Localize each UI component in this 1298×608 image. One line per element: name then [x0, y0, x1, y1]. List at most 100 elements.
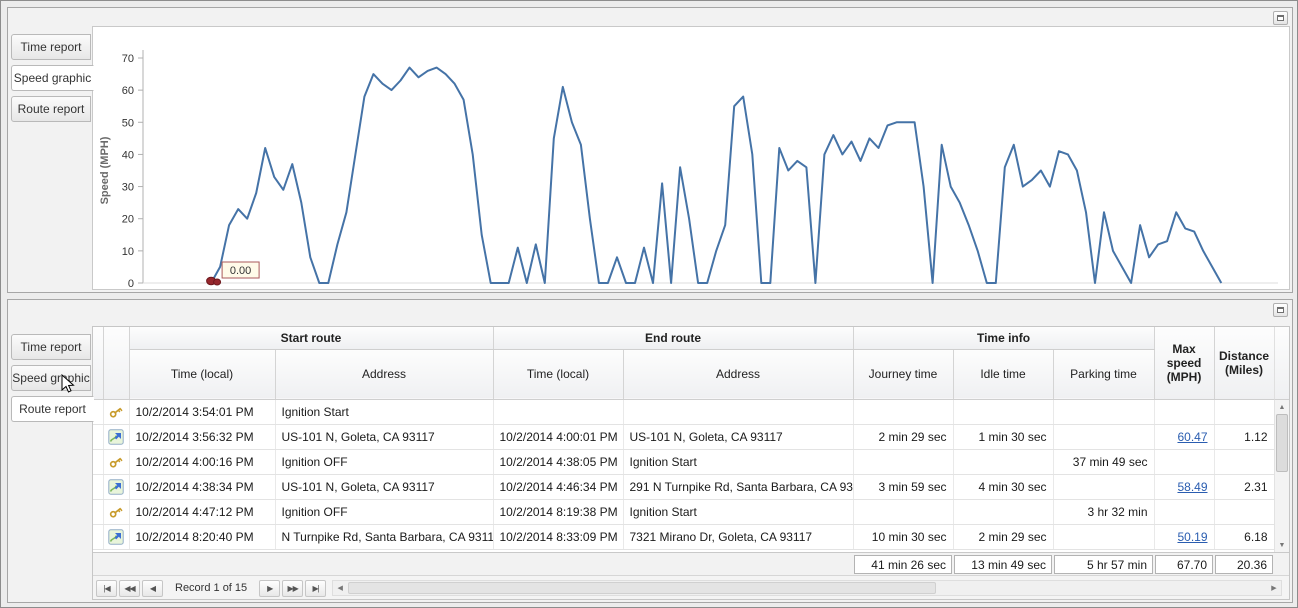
cell-end-address: Ignition Start: [623, 449, 854, 475]
row-icon-cell: [103, 424, 130, 450]
row-indicator-cell: [93, 499, 104, 525]
cell-distance: 2.31: [1214, 474, 1275, 500]
cell-end-address: Ignition Start: [623, 499, 854, 525]
cell-start-address: US-101 N, Goleta, CA 93117: [275, 474, 494, 500]
max-speed-link[interactable]: 58.49: [1177, 480, 1208, 494]
hscroll-thumb[interactable]: [348, 582, 936, 594]
row-icon-cell: [103, 524, 130, 550]
cell-distance: [1214, 449, 1275, 475]
speed-graphic-panel: Time report Speed graphic Route report 0…: [7, 7, 1293, 293]
y-tick-label: 50: [122, 117, 134, 129]
y-tick-label: 30: [122, 182, 134, 194]
table-row[interactable]: 10/2/2014 3:56:32 PM US-101 N, Goleta, C…: [93, 424, 1275, 450]
col-header-distance[interactable]: Distance (Miles): [1214, 327, 1275, 400]
nav-next-page-button[interactable]: ▶▶: [282, 579, 304, 597]
cell-journey-time: 3 min 59 sec: [853, 474, 954, 500]
grid-header-corner: [1274, 327, 1289, 400]
nav-next-button[interactable]: ▶: [259, 579, 281, 597]
table-row[interactable]: 10/2/2014 4:47:12 PM Ignition OFF 10/2/2…: [93, 499, 1275, 525]
cell-parking-time: 37 min 49 sec: [1053, 449, 1155, 475]
cell-journey-time: [853, 499, 954, 525]
vertical-scrollbar[interactable]: ▲ ▼: [1274, 400, 1289, 552]
start-point-marker: [213, 278, 222, 286]
col-header-journey-time[interactable]: Journey time: [853, 349, 954, 400]
route-icon: [108, 479, 124, 495]
summary-row: 41 min 26 sec 13 min 49 sec 5 hr 57 min …: [93, 551, 1289, 576]
tab-time-report[interactable]: Time report: [11, 34, 91, 60]
vscroll-thumb[interactable]: [1276, 414, 1288, 472]
band-start-route[interactable]: Start route: [129, 327, 494, 350]
row-indicator-cell: [93, 399, 104, 425]
max-speed-link[interactable]: 60.47: [1177, 430, 1208, 444]
nav-first-button[interactable]: |◀: [96, 579, 117, 597]
summary-max-speed: 67.70: [1155, 554, 1213, 574]
row-icon-cell: [103, 499, 130, 525]
collapse-panel-button[interactable]: [1273, 303, 1288, 317]
point-tooltip-label: 0.00: [230, 265, 251, 277]
icon-col-header: [103, 327, 130, 400]
tab-speed-graphic[interactable]: Speed graphic: [11, 365, 91, 391]
y-tick-label: 40: [122, 149, 134, 161]
cell-end-time: 10/2/2014 8:33:09 PM: [493, 524, 624, 550]
key-icon: [109, 407, 123, 418]
cell-start-address: US-101 N, Goleta, CA 93117: [275, 424, 494, 450]
speed-panel-tabstrip: Time report Speed graphic Route report: [11, 34, 94, 127]
horizontal-scrollbar[interactable]: ◀ ▶: [332, 580, 1282, 596]
tab-route-report[interactable]: Route report: [11, 96, 91, 122]
row-icon-cell: [103, 474, 130, 500]
scroll-right-icon[interactable]: ▶: [1271, 585, 1277, 592]
cell-end-time: 10/2/2014 8:19:38 PM: [493, 499, 624, 525]
table-row[interactable]: 10/2/2014 8:20:40 PM N Turnpike Rd, Sant…: [93, 524, 1275, 550]
cell-end-time: 10/2/2014 4:38:05 PM: [493, 449, 624, 475]
row-icon-cell: [103, 399, 130, 425]
nav-last-button[interactable]: ▶|: [305, 579, 327, 597]
key-icon: [109, 507, 123, 518]
scroll-left-icon[interactable]: ◀: [337, 585, 343, 592]
collapse-panel-button[interactable]: [1273, 11, 1288, 25]
tab-route-report[interactable]: Route report: [11, 396, 94, 422]
cell-parking-time: [1053, 524, 1155, 550]
speed-chart-area[interactable]: 0 10 20 30 40 50 60 70 Speed (MPH) 0.00: [92, 26, 1290, 290]
cell-end-time: 10/2/2014 4:46:34 PM: [493, 474, 624, 500]
scroll-up-icon[interactable]: ▲: [1278, 403, 1286, 411]
band-end-route[interactable]: End route: [493, 327, 854, 350]
col-header-start-time[interactable]: Time (local): [129, 349, 276, 400]
y-tick-label: 0: [128, 278, 134, 289]
cell-idle-time: [953, 399, 1054, 425]
cell-start-address: N Turnpike Rd, Santa Barbara, CA 93111: [275, 524, 494, 550]
cell-parking-time: [1053, 474, 1155, 500]
summary-journey-time: 41 min 26 sec: [854, 554, 952, 574]
scroll-down-icon[interactable]: ▼: [1278, 541, 1286, 549]
cell-start-time: 10/2/2014 4:38:34 PM: [129, 474, 276, 500]
cell-end-time: [493, 399, 624, 425]
route-grid-body: 10/2/2014 3:54:01 PM Ignition Start: [93, 399, 1275, 550]
col-header-start-address[interactable]: Address: [275, 349, 494, 400]
col-header-end-address[interactable]: Address: [623, 349, 854, 400]
cell-journey-time: 2 min 29 sec: [853, 424, 954, 450]
tab-speed-graphic[interactable]: Speed graphic: [11, 65, 94, 91]
cell-idle-time: [953, 449, 1054, 475]
col-header-idle-time[interactable]: Idle time: [953, 349, 1054, 400]
cell-journey-time: [853, 399, 954, 425]
summary-idle-time: 13 min 49 sec: [954, 554, 1052, 574]
summary-distance: 20.36: [1215, 554, 1273, 574]
tab-time-report[interactable]: Time report: [11, 334, 91, 360]
route-report-panel: Time report Speed graphic Route report: [7, 299, 1293, 603]
col-header-end-time[interactable]: Time (local): [493, 349, 624, 400]
max-speed-link[interactable]: 50.19: [1177, 530, 1208, 544]
col-header-parking-time[interactable]: Parking time: [1053, 349, 1155, 400]
table-row[interactable]: 10/2/2014 4:00:16 PM Ignition OFF 10/2/2…: [93, 449, 1275, 475]
table-row[interactable]: 10/2/2014 3:54:01 PM Ignition Start: [93, 399, 1275, 425]
key-icon: [109, 457, 123, 468]
cell-start-address: Ignition OFF: [275, 449, 494, 475]
speed-line-chart[interactable]: 0 10 20 30 40 50 60 70 Speed (MPH) 0.00: [93, 27, 1289, 289]
nav-prev-page-button[interactable]: ◀◀: [119, 579, 140, 597]
nav-prev-button[interactable]: ◀: [142, 579, 163, 597]
grid-body: 10/2/2014 3:54:01 PM Ignition Start: [93, 399, 1289, 552]
band-time-info[interactable]: Time info: [853, 327, 1155, 350]
table-row[interactable]: 10/2/2014 4:38:34 PM US-101 N, Goleta, C…: [93, 474, 1275, 500]
cell-journey-time: 10 min 30 sec: [853, 524, 954, 550]
col-header-max-speed[interactable]: Max speed (MPH): [1154, 327, 1215, 400]
cell-start-time: 10/2/2014 3:54:01 PM: [129, 399, 276, 425]
row-indicator-cell: [93, 424, 104, 450]
